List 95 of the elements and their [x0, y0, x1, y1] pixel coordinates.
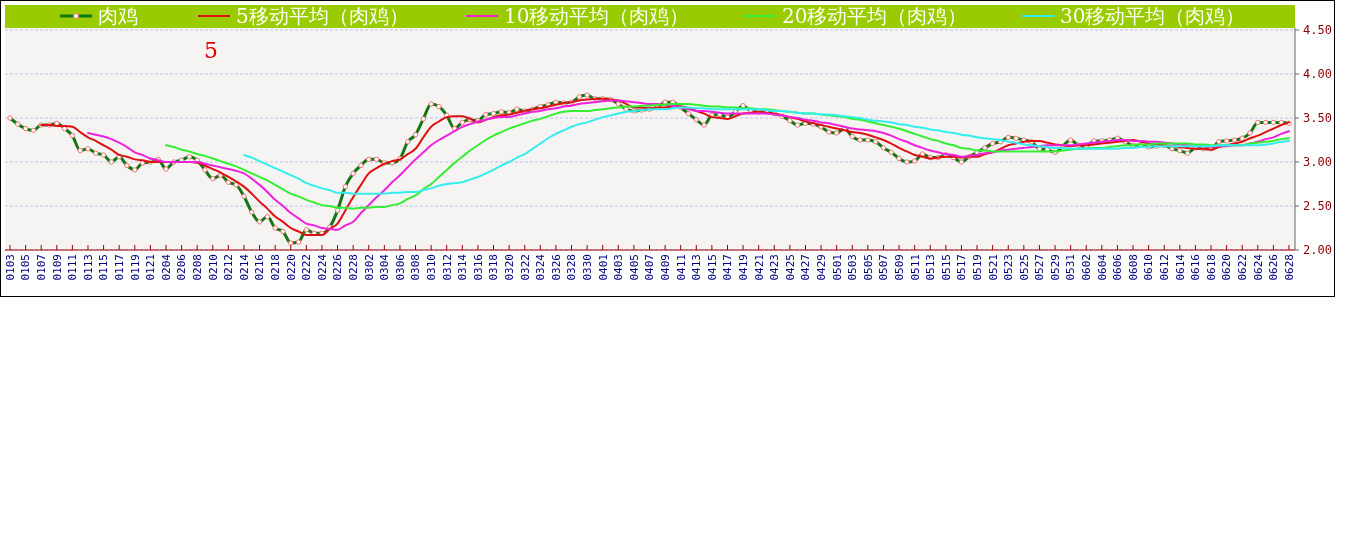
x-tick-label: 0216 — [253, 254, 267, 281]
y-tick-label: 2.00 — [1303, 243, 1332, 258]
x-tick-label: 0531 — [1064, 254, 1078, 281]
x-tick-label: 0222 — [300, 254, 314, 281]
x-tick-label: 0525 — [1017, 254, 1031, 281]
legend-label: 10移动平均（肉鸡） — [504, 4, 690, 28]
legend-label: 30移动平均（肉鸡） — [1060, 4, 1246, 28]
x-tick-label: 0316 — [471, 254, 485, 281]
x-tick-label: 0511 — [908, 254, 922, 281]
x-tick-label: 0310 — [424, 254, 438, 281]
x-tick-label: 0330 — [580, 254, 594, 281]
y-tick-label: 3.00 — [1303, 155, 1332, 170]
x-tick-label: 0612 — [1158, 254, 1172, 281]
x-tick-label: 0425 — [783, 254, 797, 281]
x-tick-label: 0419 — [736, 254, 750, 281]
x-tick-label: 0302 — [362, 254, 376, 281]
x-tick-label: 0208 — [191, 254, 205, 281]
x-tick-label: 0210 — [206, 254, 220, 281]
x-tick-label: 0326 — [549, 254, 563, 281]
x-tick-label: 0513 — [924, 254, 938, 281]
x-tick-label: 0413 — [690, 254, 704, 281]
x-tick-label: 0606 — [1111, 254, 1125, 281]
x-tick-label: 0614 — [1173, 253, 1187, 281]
x-tick-label: 0501 — [830, 254, 844, 281]
x-tick-label: 0109 — [50, 254, 64, 281]
x-tick-label: 0507 — [877, 254, 891, 281]
x-tick-label: 0423 — [768, 254, 782, 281]
x-tick-label: 0111 — [66, 254, 80, 281]
x-tick-label: 0214 — [237, 253, 251, 281]
x-tick-label: 0515 — [939, 254, 953, 281]
x-tick-label: 0602 — [1080, 254, 1094, 281]
x-tick-label: 0509 — [892, 254, 906, 281]
x-tick-label: 0204 — [159, 253, 173, 281]
annotation: 5 — [204, 38, 218, 63]
x-tick-label: 0427 — [799, 254, 813, 281]
x-tick-label: 0113 — [81, 254, 95, 281]
x-tick-label: 0610 — [1142, 254, 1156, 281]
x-tick-label: 0304 — [378, 253, 392, 281]
x-tick-label: 0624 — [1251, 253, 1265, 281]
y-tick-label: 2.50 — [1303, 199, 1332, 214]
x-tick-label: 0409 — [658, 254, 672, 281]
x-tick-label: 0105 — [19, 254, 33, 281]
x-tick-label: 0618 — [1204, 254, 1218, 281]
x-tick-label: 0308 — [409, 254, 423, 281]
x-tick-label: 0421 — [752, 254, 766, 281]
x-tick-label: 0523 — [1002, 254, 1016, 281]
x-tick-label: 0320 — [502, 254, 516, 281]
x-tick-label: 0115 — [97, 254, 111, 281]
x-tick-label: 0604 — [1095, 253, 1109, 281]
x-tick-label: 0622 — [1236, 254, 1250, 281]
x-tick-label: 0503 — [846, 254, 860, 281]
x-tick-label: 0411 — [674, 254, 688, 281]
x-tick-label: 0224 — [315, 253, 329, 281]
x-tick-label: 0417 — [721, 254, 735, 281]
x-tick-label: 0312 — [440, 254, 454, 281]
x-tick-label: 0616 — [1189, 254, 1203, 281]
x-tick-label: 0403 — [612, 254, 626, 281]
legend-label: 肉鸡 — [98, 4, 138, 28]
x-tick-label: 0228 — [347, 254, 360, 281]
x-tick-label: 0119 — [128, 254, 142, 281]
x-tick-label: 0328 — [565, 254, 579, 281]
x-tick-label: 0306 — [393, 254, 407, 281]
x-tick-label: 0212 — [222, 254, 236, 281]
x-tick-label: 0121 — [144, 254, 158, 281]
x-tick-label: 0103 — [3, 254, 17, 281]
x-tick-label: 0519 — [970, 254, 984, 281]
x-tick-label: 0517 — [955, 254, 969, 281]
x-tick-label: 0628 — [1282, 254, 1296, 281]
x-tick-label: 0527 — [1033, 254, 1047, 281]
x-tick-label: 0407 — [643, 254, 657, 281]
y-tick-label: 4.00 — [1303, 67, 1332, 82]
x-tick-label: 0620 — [1220, 254, 1234, 281]
x-tick-label: 0322 — [518, 254, 532, 281]
legend-label: 20移动平均（肉鸡） — [782, 4, 968, 28]
x-tick-label: 0415 — [705, 254, 719, 281]
x-tick-label: 0218 — [269, 254, 283, 281]
x-tick-label: 0401 — [596, 254, 610, 281]
x-tick-label: 0608 — [1126, 254, 1140, 281]
x-tick-label: 0521 — [986, 254, 1000, 281]
x-tick-label: 0206 — [175, 254, 189, 281]
x-tick-label: 0324 — [534, 253, 548, 281]
x-tick-label: 0107 — [35, 254, 49, 281]
x-tick-label: 0405 — [627, 254, 641, 281]
x-tick-label: 0318 — [487, 254, 501, 281]
y-tick-label: 4.50 — [1303, 23, 1332, 38]
x-tick-label: 0117 — [113, 254, 127, 281]
x-tick-label: 0626 — [1267, 254, 1281, 281]
x-tick-label: 0505 — [861, 254, 875, 281]
x-tick-label: 0314 — [456, 253, 470, 281]
x-tick-label: 0429 — [814, 254, 828, 281]
y-tick-label: 3.50 — [1303, 111, 1332, 126]
x-tick-label: 0226 — [331, 254, 345, 281]
x-tick-label: 0220 — [284, 254, 298, 281]
x-tick-label: 0529 — [1048, 254, 1062, 281]
legend-label: 5移动平均（肉鸡） — [236, 4, 409, 28]
